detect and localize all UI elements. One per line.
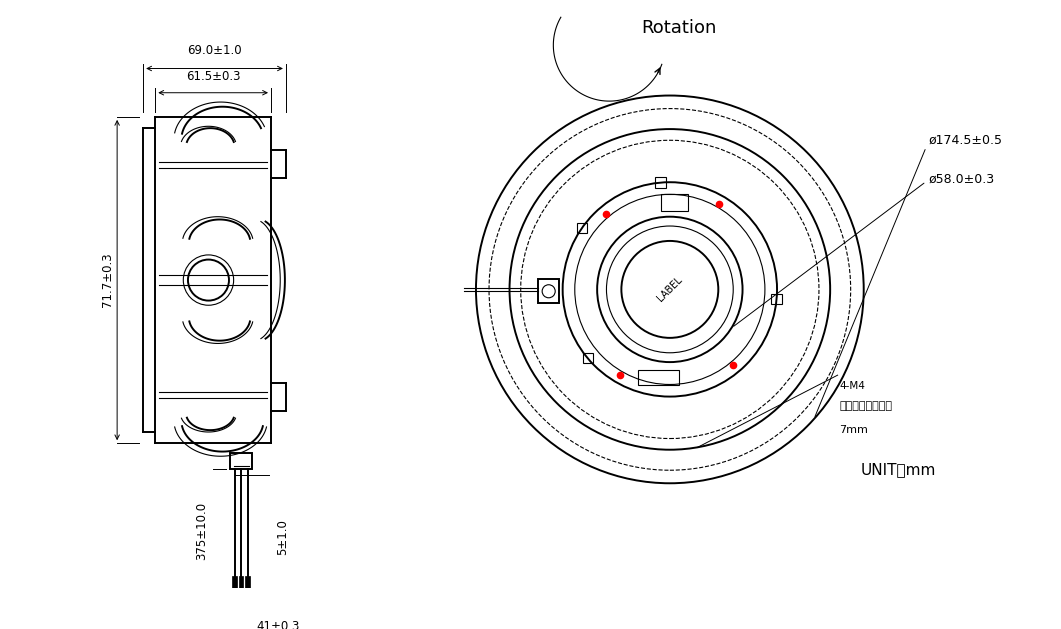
Text: 4-M4: 4-M4 xyxy=(839,381,866,391)
Text: 71.7±0.3: 71.7±0.3 xyxy=(101,253,115,308)
Text: LABEL: LABEL xyxy=(656,275,684,304)
Text: 375±10.0: 375±10.0 xyxy=(195,502,208,560)
Bar xyxy=(656,177,665,187)
Bar xyxy=(661,194,688,211)
Text: UNIT：mm: UNIT：mm xyxy=(860,462,936,477)
Text: 61.5±0.3: 61.5±0.3 xyxy=(186,70,241,84)
Text: 41±0.3: 41±0.3 xyxy=(257,620,300,629)
Bar xyxy=(232,576,237,593)
Text: 7mm: 7mm xyxy=(839,425,868,435)
Bar xyxy=(582,353,593,364)
Text: 色丝高度不得高于: 色丝高度不得高于 xyxy=(839,401,892,411)
Bar xyxy=(638,370,679,386)
Bar xyxy=(239,576,243,593)
Bar xyxy=(245,576,250,593)
Text: 69.0±1.0: 69.0±1.0 xyxy=(187,44,242,57)
Text: 5±1.0: 5±1.0 xyxy=(277,519,290,555)
Text: ø58.0±0.3: ø58.0±0.3 xyxy=(734,173,995,326)
Text: ø174.5±0.5: ø174.5±0.5 xyxy=(815,134,1003,416)
Text: Rotation: Rotation xyxy=(642,19,717,37)
Bar xyxy=(538,279,559,303)
Bar xyxy=(577,223,587,233)
Bar xyxy=(230,452,253,469)
Bar xyxy=(771,294,782,304)
